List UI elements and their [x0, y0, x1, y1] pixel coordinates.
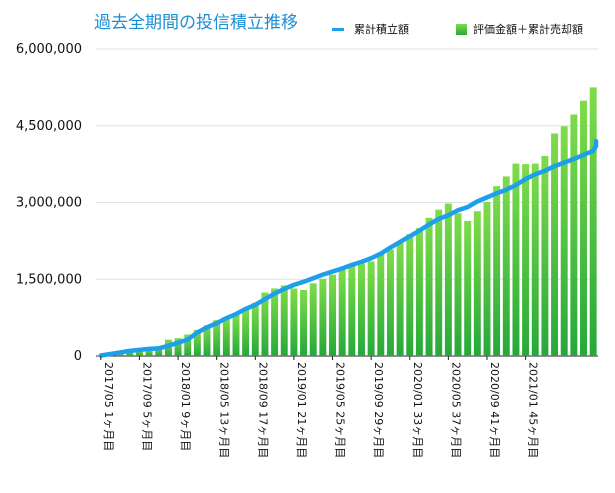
- bar-valuation: [406, 234, 414, 356]
- bar-valuation: [309, 283, 317, 356]
- x-tick-label: 2019/05 25ヶ月目: [334, 362, 347, 458]
- bar-valuation: [290, 288, 298, 356]
- bar-valuation: [531, 163, 539, 356]
- y-tick-label: 3,000,000: [16, 196, 82, 211]
- bar-valuation: [589, 87, 597, 357]
- x-tick-label: 2021/01 45ヶ月目: [527, 362, 540, 458]
- bar-valuation: [377, 252, 385, 356]
- bar-valuation: [358, 263, 365, 356]
- bar-valuation: [415, 228, 423, 356]
- bar-valuation: [145, 348, 153, 356]
- chart-title: 過去全期間の投信積立推移: [94, 13, 298, 33]
- bar-valuation: [502, 176, 510, 356]
- bar-valuation: [193, 329, 201, 356]
- bar-valuation: [386, 249, 394, 356]
- y-tick-label: 0: [74, 349, 82, 364]
- x-tick-label: 2018/09 17ヶ月目: [256, 362, 269, 458]
- y-tick-label: 4,500,000: [16, 119, 82, 134]
- bar-valuation: [473, 211, 481, 356]
- bar-valuation: [242, 309, 250, 356]
- bar-valuation: [512, 163, 520, 356]
- bar-valuation: [425, 217, 433, 356]
- bar-valuation: [454, 213, 462, 356]
- x-tick-label: 2020/01 33ヶ月目: [411, 362, 424, 458]
- x-tick-label: 2019/09 29ヶ月目: [372, 362, 385, 458]
- legend-bar-swatch: [456, 23, 467, 35]
- bar-valuation: [560, 126, 568, 356]
- legend-item-cumulative-investment: 累計積立額: [332, 21, 409, 37]
- bar-valuation: [570, 114, 578, 357]
- legend-item-valuation: 評価金額＋累計売却額: [456, 21, 583, 37]
- bar-valuation: [329, 274, 336, 356]
- bar-valuation: [135, 349, 143, 356]
- x-tick-label: 2018/05 13ヶ月目: [218, 362, 231, 458]
- bar-valuation: [319, 278, 327, 356]
- bar-valuation: [155, 346, 163, 356]
- line-cumulative-investment: [98, 138, 599, 358]
- bar-valuation: [464, 220, 472, 356]
- bar-valuation: [232, 314, 240, 356]
- x-tick-label: 2017/05 1ヶ月目: [102, 362, 115, 451]
- x-tick-label: 2018/01 9ヶ月目: [179, 362, 192, 451]
- bar-valuation: [493, 186, 501, 356]
- bar-valuation: [184, 334, 192, 356]
- bar-valuation: [435, 209, 443, 356]
- x-tick-label: 2019/01 21ヶ月目: [295, 362, 308, 458]
- bar-valuation: [213, 320, 221, 356]
- bar-valuation: [541, 155, 549, 356]
- bar-valuation: [174, 338, 182, 356]
- bar-valuation: [126, 350, 134, 356]
- bar-valuation: [348, 265, 356, 356]
- x-tick-label: 2020/05 37ヶ月目: [449, 362, 462, 458]
- bar-valuation: [251, 302, 259, 356]
- x-tick-label: 2017/09 5ヶ月目: [140, 362, 153, 451]
- bar-valuation: [580, 100, 587, 357]
- bar-valuation: [444, 203, 452, 356]
- bar-valuation: [396, 242, 404, 356]
- legend-label-cumulative-investment: 累計積立額: [354, 23, 409, 36]
- legend-label-valuation: 評価金額＋累計売却額: [473, 23, 583, 36]
- bar-valuation: [203, 325, 211, 356]
- bar-valuation: [222, 317, 230, 356]
- bar-valuation: [367, 261, 375, 356]
- bar-valuation: [338, 270, 346, 356]
- bar-valuation: [271, 288, 279, 356]
- y-tick-label: 1,500,000: [16, 272, 82, 287]
- legend-line-swatch: [332, 27, 344, 31]
- bar-valuation: [551, 133, 559, 356]
- bar-valuation: [483, 201, 491, 356]
- bar-valuation: [280, 285, 288, 356]
- x-tick-label: 2020/09 41ヶ月目: [488, 362, 501, 458]
- bar-valuation: [261, 292, 269, 356]
- bar-valuation: [522, 164, 530, 357]
- bar-valuation: [300, 290, 308, 356]
- y-tick-label: 6,000,000: [16, 42, 82, 57]
